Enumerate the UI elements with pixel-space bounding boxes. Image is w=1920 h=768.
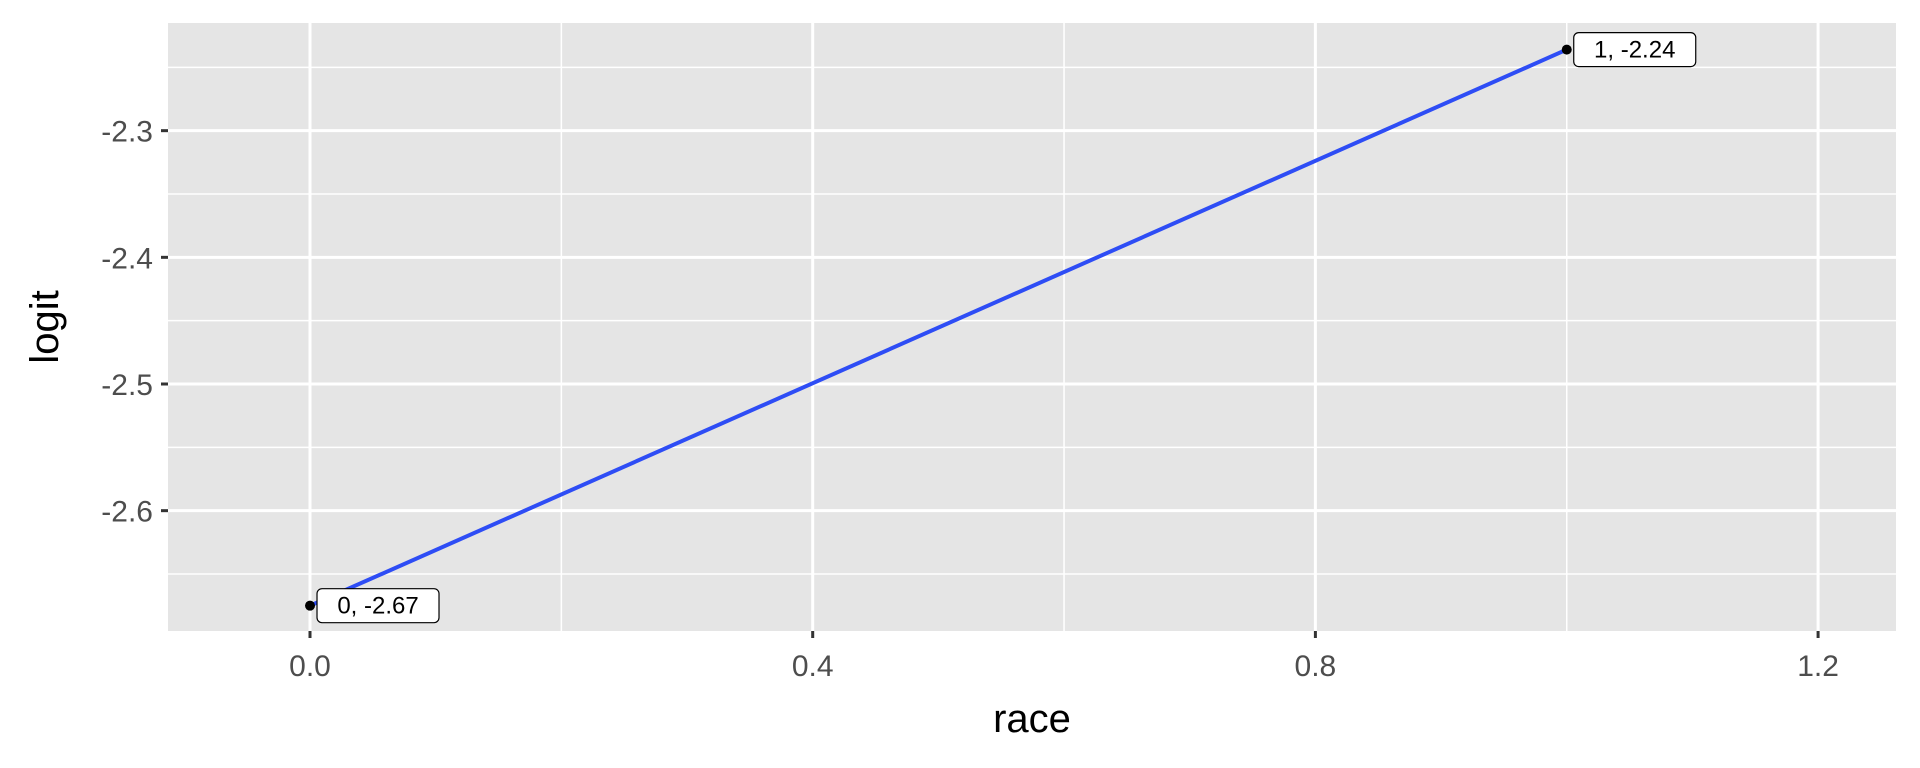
series-line — [309, 47, 1568, 608]
data-label-box — [316, 588, 440, 624]
data-point — [305, 600, 316, 611]
x-tick-label: 0.4 — [792, 650, 834, 683]
data-label: 0, -2.67 — [337, 593, 418, 620]
x-axis-ticks: 0.0 0.4 0.8 1.2 — [289, 631, 1839, 683]
y-axis-title: logit — [23, 290, 67, 363]
minor-gridlines — [168, 23, 1896, 631]
plot-panel — [168, 23, 1896, 631]
y-axis-ticks: -2.3 -2.4 -2.5 -2.6 — [101, 116, 168, 529]
x-tick-label: 1.2 — [1797, 650, 1839, 683]
data-label: 1, -2.24 — [1594, 37, 1675, 64]
major-gridlines — [168, 23, 1896, 631]
y-tick-label: -2.4 — [101, 242, 153, 275]
x-tick-label: 0.0 — [289, 650, 331, 683]
y-tick-label: -2.5 — [101, 369, 153, 402]
data-labels: 0, -2.67 1, -2.24 — [316, 31, 1697, 624]
y-tick-label: -2.6 — [101, 496, 153, 529]
x-axis-title: race — [993, 697, 1071, 741]
data-label-box — [1573, 31, 1697, 68]
series-group — [305, 44, 1572, 611]
data-point — [1561, 44, 1572, 55]
x-tick-label: 0.8 — [1295, 650, 1337, 683]
y-tick-label: -2.3 — [101, 116, 153, 149]
